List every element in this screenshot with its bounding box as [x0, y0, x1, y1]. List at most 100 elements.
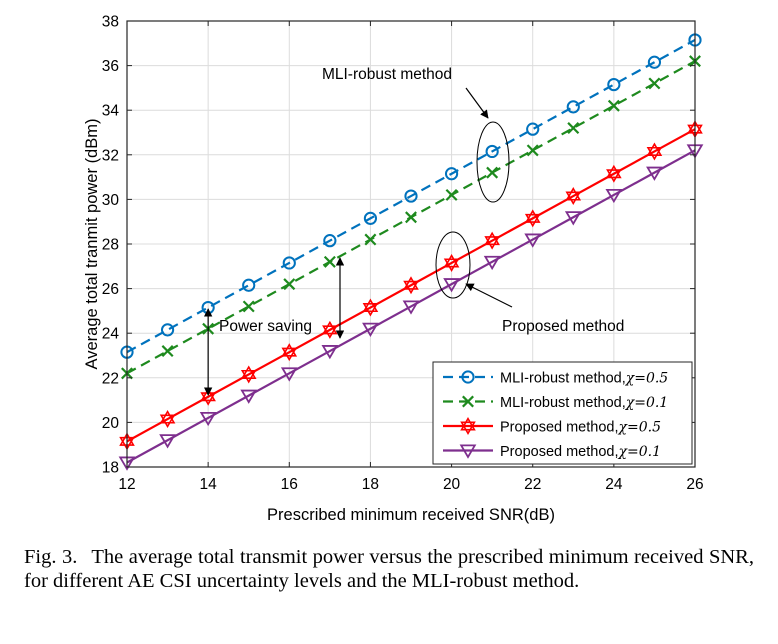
data-point [567, 122, 580, 135]
y-tick-label: 22 [102, 370, 119, 387]
legend-entry-3: Proposed method,χ=0.5 [443, 417, 661, 436]
data-point [362, 298, 379, 317]
marker-triangle-up [524, 209, 541, 223]
data-point [526, 144, 539, 157]
x-tick-label: 26 [686, 476, 703, 493]
y-tick-label: 32 [102, 147, 119, 164]
y-axis-label: Average total tranmit power (dBm) [83, 119, 101, 370]
marker-triangle-up [606, 164, 622, 179]
data-point [564, 211, 582, 226]
marker-triangle-down [524, 213, 541, 228]
data-point [364, 233, 377, 246]
data-point [445, 188, 458, 201]
x-tick-label: 22 [524, 476, 541, 493]
data-point [199, 411, 217, 427]
marker-triangle-down [565, 191, 582, 206]
marker-triangle-down [322, 325, 338, 339]
data-point [323, 234, 337, 248]
marker-triangle-up [403, 276, 419, 290]
chart: 12 14 16 18 20 22 24 26 18 20 22 24 26 28 30 32 34 36 38 M… [83, 14, 704, 525]
marker-triangle-up [281, 343, 298, 357]
annotation-mli-arrow [465, 87, 489, 119]
x-tick-label: 16 [281, 476, 298, 493]
data-point [363, 211, 378, 225]
marker-triangle-up [646, 142, 663, 156]
series-line [126, 149, 696, 464]
legend-entry-2: MLI-robust method,χ=0.1 [443, 395, 668, 411]
y-tick-label: 30 [102, 192, 120, 209]
marker-triangle-down [606, 169, 622, 183]
legend-label: MLI-robust method,χ=0.5 [500, 371, 668, 387]
data-point [607, 99, 620, 112]
data-point [242, 278, 256, 292]
data-point [404, 189, 418, 203]
data-point [526, 122, 540, 136]
figure-caption: Fig. 3. The average total transmit power … [24, 545, 754, 593]
legend-label: Proposed method,χ=0.5 [500, 420, 661, 436]
data-point [159, 434, 176, 449]
y-tick-label: 24 [102, 326, 120, 343]
y-tick-label: 34 [102, 103, 120, 120]
marker-triangle-down [362, 303, 379, 317]
legend-entry-1: MLI-robust method,χ=0.5 [443, 370, 668, 387]
data-point [606, 164, 622, 183]
data-point [283, 278, 296, 291]
marker-triangle-up [159, 410, 176, 424]
y-tick-label: 38 [102, 14, 119, 31]
annotation-proposed-arrow [465, 283, 513, 308]
marker-triangle-up [565, 187, 582, 201]
data-point [646, 166, 663, 181]
series-line [126, 38, 696, 354]
data-point [282, 256, 296, 270]
data-point [459, 444, 477, 459]
x-tick-label: 18 [362, 476, 379, 493]
annotation-proposed: Proposed method [502, 318, 624, 335]
data-point [322, 320, 338, 339]
x-tick-label: 14 [200, 476, 218, 493]
data-point [323, 255, 336, 268]
x-axis-label: Prescribed minimum received SNR(dB) [267, 506, 555, 524]
data-point [605, 188, 623, 204]
data-point [460, 417, 476, 435]
data-point [566, 100, 580, 114]
axes: 12 14 16 18 20 22 24 26 18 20 22 24 26 28 30 32 34 36 38 [102, 14, 704, 494]
marker-triangle-down [159, 414, 176, 429]
data-point [362, 322, 379, 337]
marker-triangle-up [240, 365, 257, 379]
data-point [160, 323, 175, 337]
legend-label-chi: χ=0.1 [618, 444, 661, 460]
marker-triangle-up [460, 417, 476, 431]
data-point [443, 278, 460, 293]
caption-text: The average total transmit power versus … [24, 546, 754, 592]
data-point [646, 142, 663, 161]
marker-triangle-down [240, 369, 257, 384]
y-tick-label: 20 [102, 415, 120, 432]
data-point [444, 167, 459, 181]
data-point [240, 389, 258, 404]
data-point [242, 300, 255, 313]
annotation-mli-robust: MLI-robust method [322, 66, 452, 83]
data-point [161, 345, 174, 358]
annotation-power-saving: Power saving [219, 318, 312, 335]
data-point [402, 300, 420, 315]
data-point [483, 255, 501, 271]
data-point [648, 77, 661, 90]
x-tick-label: 20 [443, 476, 461, 493]
legend-label-chi: χ=0.1 [625, 395, 668, 411]
data-point [443, 253, 460, 272]
marker-triangle-down [443, 258, 460, 272]
marker-triangle-down [403, 280, 419, 295]
data-point [524, 209, 541, 228]
marker-triangle-up [322, 320, 338, 335]
data-point [280, 367, 298, 382]
marker-triangle-up [443, 253, 460, 268]
annotation-mli-ellipse [476, 121, 510, 203]
data-point [485, 144, 499, 159]
y-tick-label: 18 [102, 460, 119, 477]
data-point [159, 410, 176, 429]
y-tick-label: 36 [102, 58, 119, 75]
marker-triangle-up [362, 298, 379, 313]
y-tick-label: 26 [102, 281, 119, 298]
data-point [403, 276, 419, 295]
marker-triangle-down [484, 236, 500, 250]
